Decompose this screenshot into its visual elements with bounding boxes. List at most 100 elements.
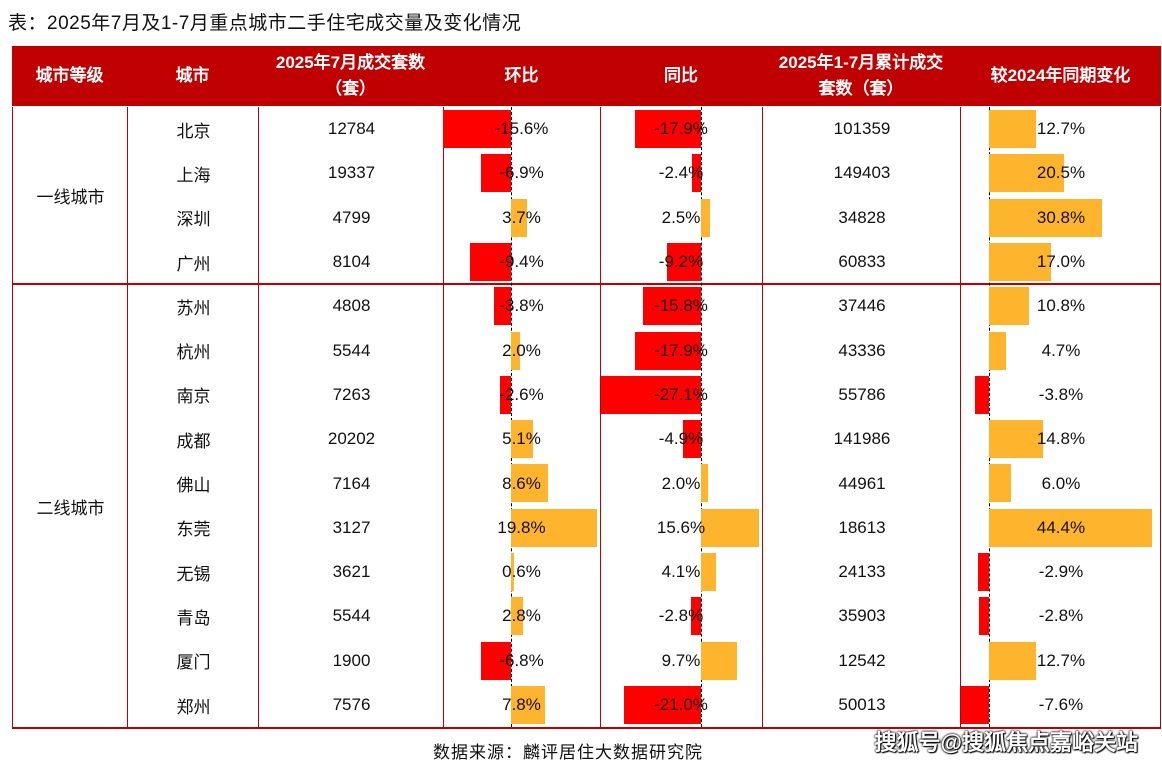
table-row: 上海 19337 149403 -6.9% -2.4% 20.5%	[13, 151, 1162, 195]
yoy-bar	[690, 597, 701, 636]
yoy-value: -15.8%	[654, 296, 708, 316]
yoy-bar	[642, 287, 701, 326]
july-volume-cell: 12784	[327, 119, 376, 139]
mom-value: -2.6%	[499, 384, 544, 404]
yoy-value: 4.1%	[661, 562, 701, 582]
ytd_chg-value: 12.7%	[1036, 119, 1086, 139]
ytd_chg-value: 14.8%	[1036, 429, 1086, 449]
yoy-value: 9.7%	[661, 650, 701, 670]
city-cell: 厦门	[176, 653, 211, 673]
city-cell: 广州	[176, 254, 211, 274]
mom-bar	[511, 464, 549, 503]
yoy-value: -2.4%	[658, 163, 704, 183]
mom-value: 5.1%	[502, 429, 541, 449]
ytd_chg-bar	[989, 154, 1065, 193]
ytd_chg-bar	[989, 464, 1012, 503]
table-row: 苏州 4808 37446 -3.8% -15.8% 10.8%	[13, 284, 1162, 328]
mom-bar	[481, 641, 511, 680]
ytd_chg-bar	[989, 508, 1152, 547]
ytd_chg-bar	[989, 420, 1044, 459]
yoy-bar	[701, 464, 709, 503]
table-title: 表：2025年7月及1-7月重点城市二手住宅成交量及变化情况	[8, 13, 522, 34]
ytd_chg-value: 20.5%	[1036, 163, 1086, 183]
ytd-volume-cell: 43336	[838, 340, 886, 360]
yoy-value: 15.6%	[656, 517, 706, 537]
ytd_chg-value: 10.8%	[1036, 296, 1086, 316]
city-cell: 杭州	[176, 343, 211, 363]
mom-value: 0.6%	[502, 562, 541, 582]
tier-divider	[13, 283, 1160, 285]
city-cell: 上海	[176, 165, 211, 185]
table-row: 杭州 5544 43336 2.0% -17.9% 4.7%	[13, 329, 1162, 373]
ytd_chg-bar	[989, 331, 1007, 370]
city-cell: 东莞	[176, 520, 211, 540]
yoy-bar	[634, 110, 701, 148]
mom-zero-line	[511, 107, 512, 727]
ytd-volume-cell: 24133	[838, 562, 886, 582]
july-volume-cell: 7164	[332, 473, 371, 493]
city-cell: 佛山	[176, 476, 211, 496]
header-ytd-change: 较2024年同期变化	[990, 66, 1131, 85]
ytd_chg-value: 17.0%	[1036, 252, 1086, 272]
table-row: 南京 7263 55786 -2.6% -27.1% -3.8%	[13, 373, 1162, 417]
ytd-volume-cell: 12542	[838, 650, 886, 670]
tier-label-first: 一线城市	[36, 188, 105, 207]
city-cell: 郑州	[176, 697, 211, 717]
july-volume-cell: 3127	[332, 517, 371, 537]
ytd_chg-bar	[975, 375, 989, 414]
ytd-volume-cell: 34828	[838, 207, 886, 227]
city-cell: 苏州	[176, 298, 211, 318]
mom-value: 2.8%	[502, 606, 541, 626]
ytd-volume-cell: 50013	[838, 695, 886, 715]
yoy-bar	[682, 420, 701, 459]
mom-value: 8.6%	[502, 473, 541, 493]
yoy-bar	[701, 198, 711, 237]
yoy-value: -2.8%	[658, 606, 704, 626]
ytd_chg-bar	[961, 685, 989, 724]
july-volume-cell: 19337	[327, 163, 376, 183]
header-ytd-volume: 2025年1-7月累计成交套数（套）	[778, 53, 944, 98]
ytd-volume-cell: 149403	[833, 163, 891, 183]
ytd-volume-cell: 55786	[838, 384, 886, 404]
mom-value: 7.8%	[502, 695, 541, 715]
mom-bar	[511, 597, 524, 636]
ytd-change-zero-line	[989, 107, 990, 727]
ytd_chg-value: 30.8%	[1036, 207, 1086, 227]
mom-bar	[511, 508, 598, 547]
yoy-value: 2.0%	[661, 473, 701, 493]
ytd_chg-value: 4.7%	[1041, 340, 1081, 360]
mom-bar	[511, 420, 534, 459]
ytd_chg-bar	[978, 553, 989, 591]
ytd-volume-cell: 44961	[838, 473, 886, 493]
ytd_chg-bar	[989, 641, 1036, 680]
mom-value: -15.6%	[494, 119, 549, 139]
tier-label-second: 二线城市	[36, 499, 105, 518]
ytd_chg-bar	[989, 287, 1029, 326]
header-tier: 城市等级	[35, 66, 104, 85]
header-city: 城市	[175, 66, 210, 85]
ytd-volume-cell: 18613	[838, 517, 886, 537]
mom-bar	[511, 553, 514, 591]
ytd-volume-cell: 60833	[838, 252, 886, 272]
table-row: 厦门 1900 12542 -6.8% 9.7% 12.7%	[13, 639, 1162, 683]
yoy-zero-line	[701, 107, 702, 727]
mom-bar	[480, 154, 511, 193]
mom-value: -6.8%	[499, 650, 544, 670]
yoy-value: -21.0%	[654, 695, 708, 715]
yoy-bar	[701, 641, 737, 680]
watermark: 搜狐号@搜狐焦点嘉峪关站	[874, 730, 1138, 755]
city-cell: 无锡	[176, 564, 211, 584]
july-volume-cell: 4799	[332, 207, 371, 227]
yoy-value: -27.1%	[654, 384, 708, 404]
mom-bar	[511, 685, 545, 724]
city-cell: 深圳	[176, 210, 211, 230]
table-body: 一线城市 二线城市 北京 12784 101359 -15.6% -17.9% 12.7%…	[12, 107, 1161, 729]
mom-bar	[442, 110, 511, 148]
ytd-volume-cell: 37446	[838, 296, 886, 316]
mom-bar	[494, 287, 511, 326]
july-volume-cell: 7263	[332, 384, 371, 404]
table-row: 无锡 3621 24133 0.6% 4.1% -2.9%	[13, 550, 1162, 594]
city-cell: 成都	[176, 431, 211, 451]
mom-value: 2.0%	[502, 340, 541, 360]
mom-bar	[511, 198, 528, 237]
